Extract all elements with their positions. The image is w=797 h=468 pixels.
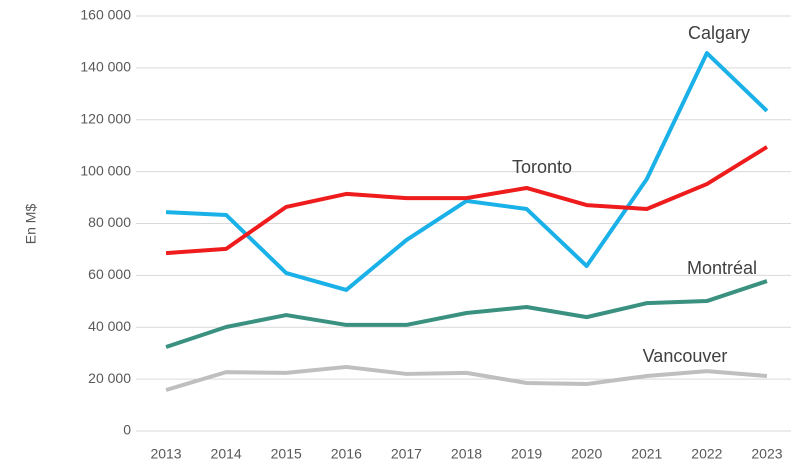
series-label: Montréal (687, 258, 757, 278)
y-tick-label: 0 (123, 422, 131, 438)
series-label: Calgary (688, 23, 750, 43)
series-label: Vancouver (643, 346, 728, 366)
y-tick-label: 40 000 (88, 318, 131, 334)
x-tick-label: 2019 (511, 446, 542, 462)
x-tick-label: 2020 (571, 446, 602, 462)
x-tick-label: 2016 (331, 446, 362, 462)
x-tick-label: 2023 (751, 446, 782, 462)
x-tick-label: 2022 (691, 446, 722, 462)
y-tick-label: 140 000 (80, 59, 131, 75)
series-line (165, 279, 768, 349)
y-tick-label: 60 000 (88, 266, 131, 282)
series-line (165, 145, 769, 256)
y-tick-label: 120 000 (80, 110, 131, 126)
series-line (165, 51, 769, 292)
x-tick-label: 2021 (631, 446, 662, 462)
x-tick-label: 2014 (211, 446, 242, 462)
y-tick-label: 100 000 (80, 162, 131, 178)
series-line (165, 364, 768, 392)
series-label: Toronto (512, 157, 572, 177)
y-tick-label: 20 000 (88, 370, 131, 386)
y-tick-label: 80 000 (88, 214, 131, 230)
x-tick-label: 2017 (391, 446, 422, 462)
y-axis-label: En M$ (23, 204, 39, 245)
x-tick-label: 2013 (150, 446, 181, 462)
y-tick-label: 160 000 (80, 7, 131, 23)
x-tick-label: 2015 (271, 446, 302, 462)
x-tick-label: 2018 (451, 446, 482, 462)
